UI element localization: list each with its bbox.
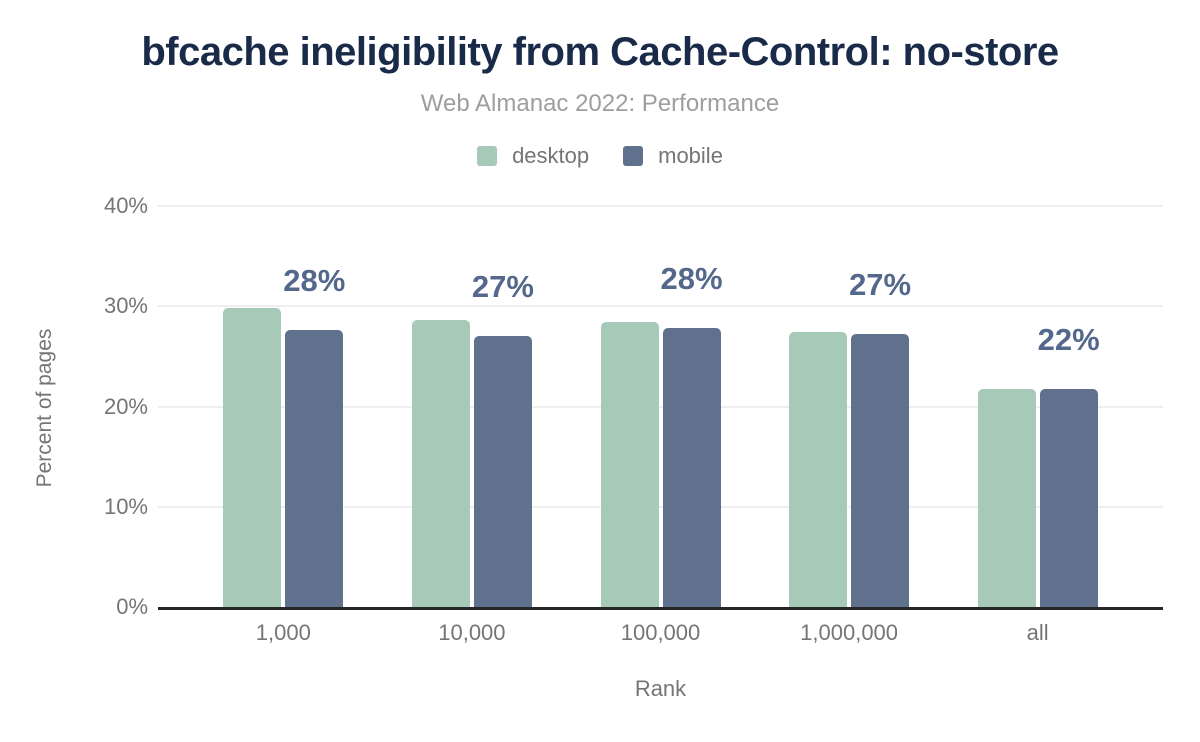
y-axis-title: Percent of pages: [33, 328, 56, 488]
legend-label-desktop: desktop: [512, 143, 590, 168]
bar-mobile-1,000,000: [851, 334, 910, 607]
y-tick-label-40%: 40%: [103, 193, 148, 218]
bar-desktop-10,000: [411, 320, 470, 607]
gridline-20%: [158, 405, 1163, 408]
chart-subtitle: Web Almanac 2022: Performance: [420, 90, 780, 117]
gridline-40%: [158, 205, 1163, 207]
value-label-10,000: 27%: [471, 269, 534, 305]
x-axis-line: [158, 607, 1163, 610]
legend-item-mobile: mobile: [623, 143, 723, 169]
x-tick-label-10,000: 10,000: [438, 620, 506, 645]
value-label-1,000: 28%: [283, 263, 346, 299]
bar-mobile-10,000: [473, 336, 532, 607]
value-label-100,000: 28%: [660, 261, 723, 297]
value-label-1,000,000: 27%: [849, 267, 912, 303]
y-tick-label-20%: 20%: [103, 393, 148, 419]
bar-desktop-all: [977, 389, 1036, 607]
x-tick-label-1,000: 1,000: [255, 620, 311, 645]
legend: desktop mobile: [0, 143, 1200, 169]
bar-mobile-100,000: [662, 328, 721, 607]
y-tick-label-30%: 30%: [103, 293, 148, 319]
bar-mobile-all: [1039, 389, 1098, 607]
plot-area: 28% 1,000 27% 10,000 28% 100,000 27% 1,000,000 2…: [158, 205, 1163, 645]
y-tick-label-0%: 0%: [116, 594, 148, 619]
legend-swatch-mobile: [623, 146, 644, 166]
x-tick-label-100,000: 100,000: [620, 620, 701, 645]
bar-desktop-100,000: [600, 322, 659, 607]
chart-title: bfcache ineligibility from Cache-Control…: [141, 30, 1059, 74]
bar-desktop-1,000: [223, 308, 282, 607]
legend-swatch-desktop: [477, 146, 498, 166]
gridline-30%: [158, 305, 1163, 308]
legend-item-desktop: desktop: [477, 143, 589, 169]
x-tick-label-1,000,000: 1,000,000: [800, 620, 899, 645]
x-axis-title: Rank: [634, 676, 687, 701]
x-tick-label-all: all: [1026, 620, 1049, 645]
y-tick-label-10%: 10%: [103, 493, 148, 519]
bar-mobile-1,000: [285, 330, 344, 607]
gridline-10%: [158, 505, 1163, 508]
legend-label-mobile: mobile: [658, 143, 723, 168]
value-label-all: 22%: [1037, 322, 1100, 358]
bar-desktop-1,000,000: [789, 332, 848, 607]
